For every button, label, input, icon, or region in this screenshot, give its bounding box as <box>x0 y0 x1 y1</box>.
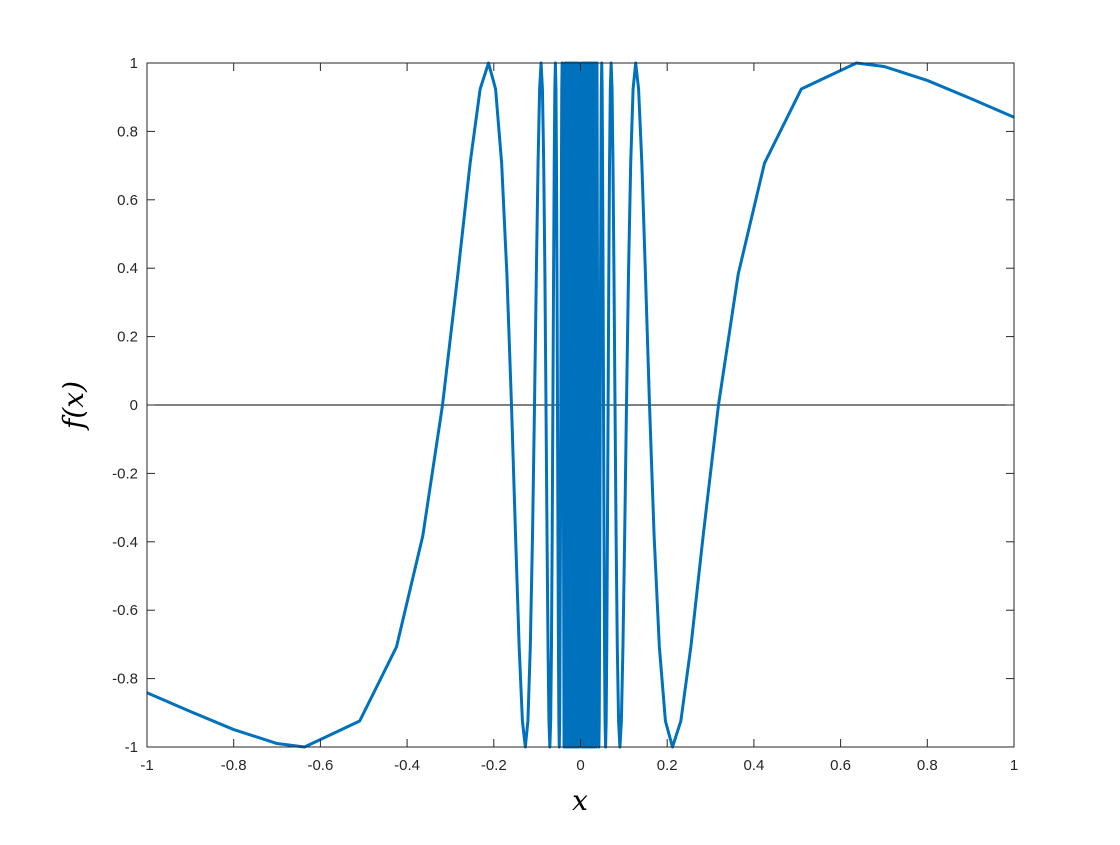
y-tick-label: 1 <box>130 55 138 72</box>
series-layer <box>146 61 1015 749</box>
axes-layer: -1 -0.8 -0.6 -0.4 -0.2 0 0.2 0.4 0.6 0.8 1 -1 -0.8 -0… <box>112 55 1018 774</box>
series-line-f-of-x <box>146 61 1015 749</box>
x-tick-label: -1 <box>140 757 153 774</box>
y-axis-label: f(x) <box>57 381 90 431</box>
y-tick-label: -1 <box>125 739 138 756</box>
y-tick-label: -0.4 <box>112 534 138 551</box>
x-tick-label: 0.6 <box>830 757 851 774</box>
y-tick-label: 0.2 <box>117 329 138 346</box>
y-tick-label: 0 <box>130 397 138 414</box>
x-tick-label: -0.8 <box>221 757 247 774</box>
x-tick-label: 0.8 <box>917 757 938 774</box>
x-axis-label: x <box>572 784 588 817</box>
x-tick-label: -0.4 <box>394 757 420 774</box>
y-tick-label: -0.6 <box>112 602 138 619</box>
y-tick-label: 0.4 <box>117 260 138 277</box>
y-tick-label: -0.2 <box>112 465 138 482</box>
x-tick-label: 1 <box>1010 757 1018 774</box>
y-tick-label: -0.8 <box>112 671 138 688</box>
x-tick-label: 0 <box>576 757 584 774</box>
x-tick-label: 0.4 <box>743 757 764 774</box>
x-tick-label: -0.6 <box>307 757 333 774</box>
y-tick-label: 0.8 <box>117 123 138 140</box>
x-tick-label: -0.2 <box>481 757 507 774</box>
x-tick-label: 0.2 <box>657 757 678 774</box>
y-tick-label: 0.6 <box>117 192 138 209</box>
